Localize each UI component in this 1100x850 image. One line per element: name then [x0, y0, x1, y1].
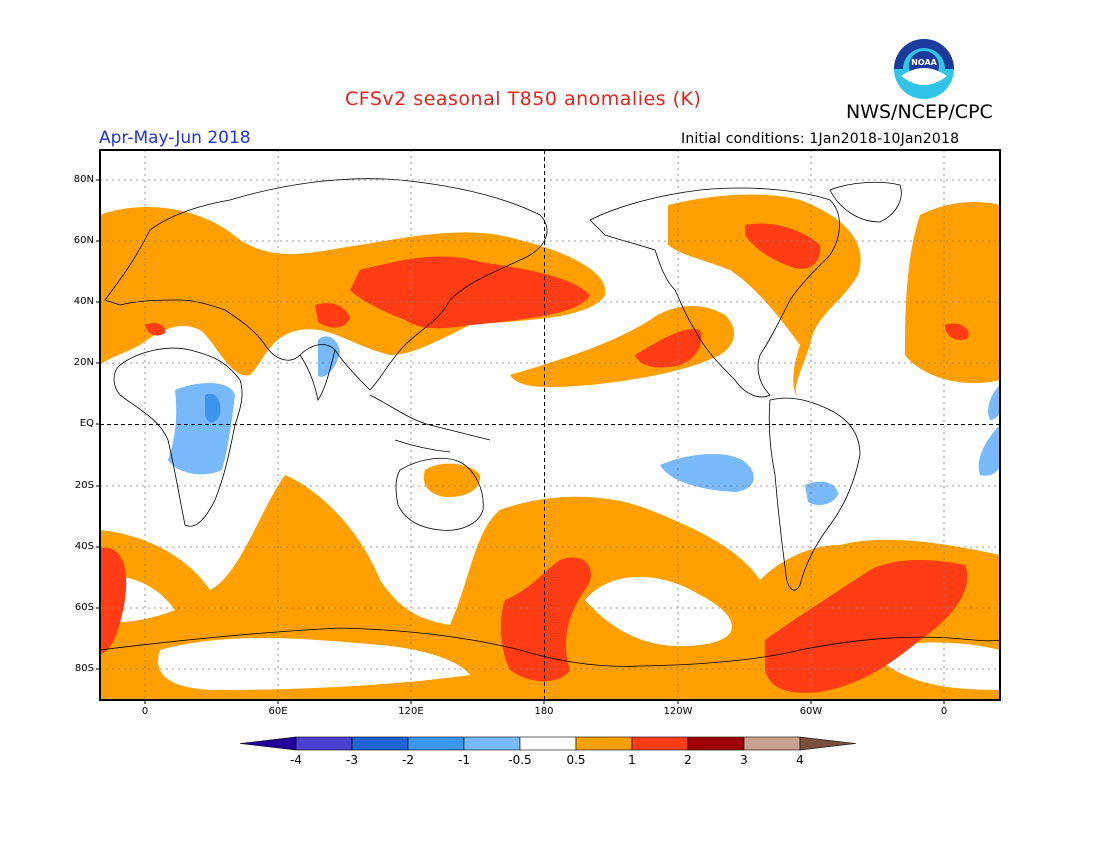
colorbar-swatch: [463, 736, 521, 751]
coastline-india: [299, 349, 336, 401]
gridlines: [100, 150, 1000, 700]
coastline-greenland: [829, 181, 902, 223]
cool-anomaly-region: [318, 336, 340, 377]
lon-label: 0: [141, 706, 149, 717]
colorbar-swatch: [519, 736, 577, 751]
coastline-eurasia: [104, 178, 548, 391]
anomaly-fields: [100, 194, 1000, 700]
logo-text: NOAA: [911, 58, 937, 67]
lon-label: 120E: [398, 706, 424, 717]
lon-label: 0: [940, 706, 948, 717]
colorbar-arrow-low: [239, 736, 297, 751]
coastline-australia: [395, 457, 484, 531]
lon-label: 60W: [799, 706, 823, 717]
colorbar-label: 4: [796, 753, 804, 767]
coastline-south-america: [768, 397, 861, 591]
warm-anomaly-region: [423, 463, 481, 498]
map-frame: [99, 149, 1001, 701]
colorbar-label: 1: [628, 753, 636, 767]
lon-label: 60E: [268, 706, 288, 717]
lat-label: 40S: [74, 541, 94, 552]
warm-anomaly-region: [668, 194, 1000, 400]
neutral-region: [158, 638, 471, 690]
cool-anomaly-region: [978, 425, 1000, 476]
coastline-antarctica: [100, 627, 1000, 667]
colorbar-swatch: [351, 736, 409, 751]
lat-label: 20N: [73, 357, 94, 368]
warm-anomaly-core: [350, 256, 590, 329]
colorbar-arrow-high: [799, 736, 857, 751]
colorbar-swatch: [407, 736, 465, 751]
colorbar-label: 0.5: [566, 753, 586, 767]
agency-label: NWS/NCEP/CPC: [846, 101, 993, 123]
cool-anomaly-region: [805, 481, 838, 506]
chart-title: CFSv2 seasonal T850 anomalies (K): [345, 88, 702, 110]
lat-label: 60N: [73, 235, 94, 246]
coastlines: [100, 178, 1000, 667]
colorbar-swatch: [575, 736, 633, 751]
colorbar-label: -2: [402, 753, 414, 767]
lon-label: 180: [534, 706, 554, 717]
lat-label: 80N: [73, 174, 94, 185]
coastline-africa: [113, 347, 243, 527]
colorbar-label: 3: [740, 753, 748, 767]
reference-lines: [100, 150, 1000, 700]
warm-anomaly-core: [745, 223, 821, 269]
warm-anomaly-core: [945, 323, 969, 340]
colorbar-swatch: [743, 736, 801, 751]
lat-label: 20S: [74, 480, 94, 491]
colorbar-swatch: [687, 736, 745, 751]
colorbar-swatch: [631, 736, 689, 751]
noaa-logo: NOAA: [893, 38, 955, 100]
cool-anomaly-region: [660, 454, 754, 492]
neutral-region: [585, 576, 732, 647]
warm-anomaly-core: [315, 303, 350, 328]
warm-anomaly-core: [145, 322, 166, 336]
colorbar-swatch: [295, 736, 353, 751]
neutral-region: [870, 642, 1000, 690]
colorbar-label: -3: [346, 753, 358, 767]
lat-label: 80S: [74, 663, 94, 674]
colorbar-label: -0.5: [508, 753, 532, 767]
coastline-north-america: [589, 187, 840, 398]
cool-anomaly-core: [205, 393, 221, 423]
cool-anomaly-region: [988, 385, 1000, 420]
initial-conditions-label: Initial conditions: 1Jan2018-10Jan2018: [681, 131, 960, 147]
warm-anomaly-core: [500, 557, 591, 682]
lat-label: 40N: [73, 296, 94, 307]
colorbar-label: -1: [458, 753, 470, 767]
lat-label: 60S: [74, 602, 94, 613]
warm-anomaly-core: [100, 547, 127, 655]
lat-label: EQ: [79, 418, 94, 429]
warm-anomaly-core: [765, 560, 968, 693]
season-label: Apr-May-Jun 2018: [99, 128, 251, 148]
lon-label: 120W: [663, 706, 693, 717]
warm-anomaly-core: [635, 329, 702, 368]
colorbar-label: -4: [290, 753, 302, 767]
colorbar-label: 2: [684, 753, 692, 767]
